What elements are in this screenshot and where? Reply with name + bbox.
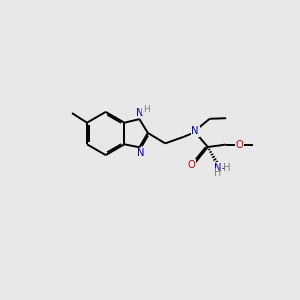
Text: N: N — [191, 126, 199, 136]
Text: -: - — [221, 163, 225, 173]
Text: H: H — [214, 168, 221, 178]
Text: N: N — [137, 148, 144, 158]
Text: O: O — [236, 140, 243, 150]
Text: N: N — [214, 163, 221, 173]
Text: H: H — [142, 105, 149, 114]
Text: H: H — [223, 163, 230, 173]
Text: O: O — [188, 160, 196, 170]
Text: N: N — [136, 107, 143, 118]
